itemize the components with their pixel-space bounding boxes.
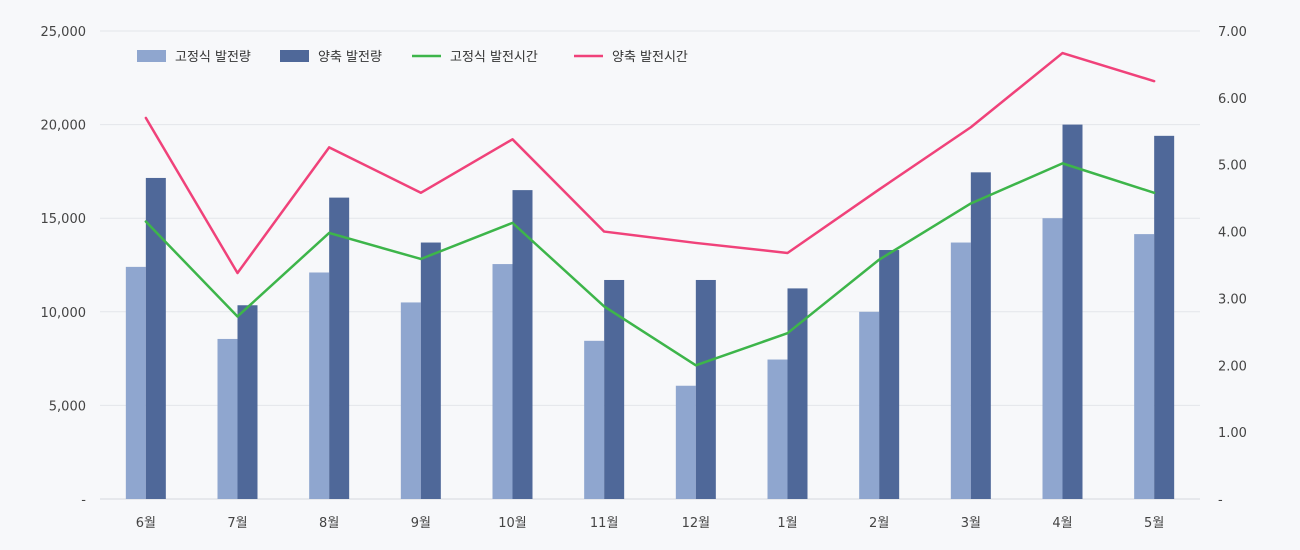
y-right-tick-label: - — [1218, 493, 1223, 508]
bar-fixed-generation — [1042, 218, 1063, 499]
bar-fixed-generation — [950, 242, 971, 499]
y-right-tick-label: 5.00 — [1218, 159, 1247, 174]
y-left-tick-label: 15,000 — [41, 212, 87, 227]
y-right-tick-label: 2.00 — [1218, 359, 1247, 374]
bar-fixed-generation — [1134, 234, 1155, 499]
bar-fixed-generation — [400, 302, 421, 499]
bar-fixed-generation — [584, 340, 605, 499]
x-tick-label: 10월 — [498, 516, 527, 531]
bar-dual-axis-generation — [787, 288, 808, 499]
x-tick-label: 2월 — [869, 516, 889, 531]
x-tick-label: 12월 — [682, 516, 711, 531]
bar-dual-axis-generation — [329, 197, 350, 499]
bar-dual-axis-generation — [420, 242, 441, 499]
bar-dual-axis-generation — [512, 190, 533, 499]
x-tick-label: 9월 — [411, 516, 431, 531]
x-tick-label: 11월 — [590, 516, 619, 531]
line-dual-axis-hours — [144, 51, 1156, 275]
y-right-tick-label: 6.00 — [1218, 92, 1247, 107]
y-left-tick-label: 25,000 — [41, 25, 87, 40]
y-right-tick-label: 7.00 — [1218, 25, 1247, 40]
legend-item-0-swatch — [137, 50, 166, 62]
x-tick-label: 6월 — [136, 516, 156, 531]
bar-fixed-generation — [767, 359, 788, 499]
bar-fixed-generation — [217, 338, 238, 499]
legend-item-3-label: 양축 발전시간 — [612, 50, 688, 65]
bar-fixed-generation — [309, 272, 330, 499]
legend-item-2-label: 고정식 발전시간 — [450, 50, 538, 65]
bar-fixed-generation — [859, 311, 880, 499]
x-axis: 6월 7월 8월 9월 10월 11월 12월 1월 2월 3월 4월 5월 — [136, 516, 1165, 531]
bar-dual-axis-generation — [695, 279, 716, 499]
bar-fixed-generation — [675, 385, 696, 499]
x-tick-label: 3월 — [961, 516, 981, 531]
bar-dual-axis-generation — [970, 172, 991, 499]
y-axis-right: - 1.00 2.00 3.00 4.00 5.00 6.00 7.00 — [1218, 25, 1247, 508]
x-tick-label: 7월 — [227, 516, 247, 531]
line-fixed-hours — [144, 162, 1156, 367]
y-left-tick-label: 20,000 — [41, 119, 87, 134]
y-right-tick-label: 1.00 — [1218, 426, 1247, 441]
legend-item-0-label: 고정식 발전량 — [175, 50, 251, 65]
y-right-tick-label: 3.00 — [1218, 292, 1247, 307]
legend-item-1-label: 양축 발전량 — [318, 50, 382, 65]
y-left-tick-label: - — [81, 493, 86, 508]
bar-dual-axis-generation — [145, 177, 166, 499]
bar-series — [125, 124, 1175, 499]
y-right-tick-label: 4.00 — [1218, 226, 1247, 241]
bar-fixed-generation — [125, 266, 146, 499]
line-series — [144, 51, 1156, 367]
bar-fixed-generation — [492, 264, 513, 499]
x-tick-label: 4월 — [1052, 516, 1072, 531]
bar-dual-axis-generation — [237, 305, 258, 499]
legend-item-1-swatch — [280, 50, 309, 62]
y-left-tick-label: 5,000 — [49, 399, 86, 414]
bar-dual-axis-generation — [1062, 124, 1083, 499]
y-axis-left: - 5,000 10,000 15,000 20,000 25,000 — [41, 25, 87, 508]
y-left-tick-label: 10,000 — [41, 306, 87, 321]
grid-lines — [100, 30, 1200, 500]
legend: 고정식 발전량 양축 발전량 고정식 발전시간 양축 발전시간 — [137, 50, 688, 65]
x-tick-label: 1월 — [777, 516, 797, 531]
bar-dual-axis-generation — [604, 279, 625, 499]
x-tick-label: 5월 — [1144, 516, 1164, 531]
bar-dual-axis-generation — [879, 250, 900, 499]
bar-dual-axis-generation — [1154, 135, 1175, 499]
x-tick-label: 8월 — [319, 516, 339, 531]
